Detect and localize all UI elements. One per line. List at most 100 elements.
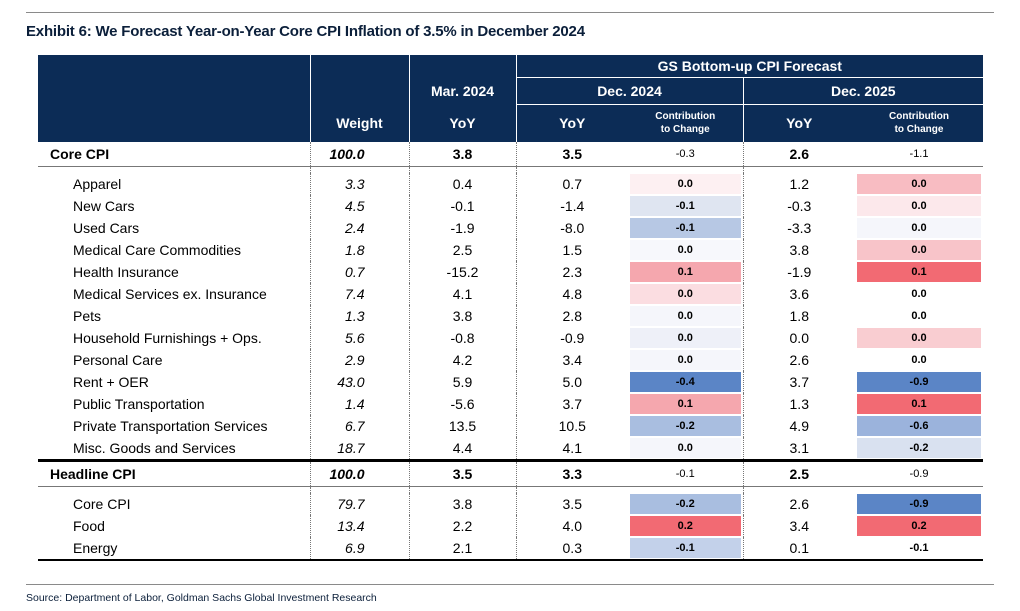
row-name: Energy [38, 537, 310, 561]
row-name: Misc. Goods and Services [38, 437, 310, 461]
table-row: Medical Services ex. Insurance 7.4 4.1 4.8 0… [38, 283, 983, 305]
row-weight: 2.9 [309, 349, 409, 371]
row-dec25-yoy: 1.3 [742, 393, 855, 415]
row-dec25-contribution: 0.1 [855, 261, 983, 283]
header-yoy-mar: YoY [408, 104, 516, 142]
row-mar-yoy: -0.1 [408, 195, 516, 217]
contribution-line2: to Change [660, 124, 710, 136]
row-dec24-contribution: -0.2 [628, 493, 743, 515]
row-dec24-contribution-value: -0.2 [630, 494, 741, 514]
bottom-rule [26, 584, 994, 585]
row-dec25-contribution-value: -0.6 [857, 416, 982, 436]
header-blank-2 [38, 77, 310, 104]
header-dec-2025: Dec. 2025 [742, 77, 984, 105]
row-dec25-contribution: -0.9 [855, 493, 983, 515]
row-mar-yoy: 2.5 [408, 239, 516, 261]
table-row: Pets 1.3 3.8 2.8 0.0 1.8 0.0 [38, 305, 983, 327]
row-weight: 1.4 [309, 393, 409, 415]
header-blank-weight [309, 55, 409, 77]
row-weight: 79.7 [309, 493, 409, 515]
row-dec24-contribution-value: -0.4 [630, 372, 741, 392]
row-dec25-contribution: 0.0 [855, 349, 983, 371]
row-dec25-contribution: -0.6 [855, 415, 983, 437]
row-dec24-yoy: 4.0 [515, 515, 628, 537]
row-name: Used Cars [73, 220, 140, 236]
row-dec25-contribution-value: 0.0 [857, 350, 982, 370]
row-weight: 5.6 [309, 327, 409, 349]
row-dec24-contribution: 0.0 [628, 283, 743, 305]
row-name: Medical Services ex. Insurance [73, 286, 267, 302]
row-weight: 100.0 [309, 459, 409, 487]
row-dec24-contribution-value: -0.1 [630, 196, 741, 216]
row-dec24-contribution: 0.0 [628, 173, 743, 195]
row-dec24-contribution: 0.0 [628, 305, 743, 327]
row-weight: 1.8 [309, 239, 409, 261]
row-dec24-contribution-value: 0.1 [630, 394, 741, 414]
row-mar-yoy: 2.1 [408, 537, 516, 561]
contribution-line1: Contribution [889, 111, 950, 123]
cpi-forecast-table: GS Bottom-up CPI Forecast Mar. 2024 Dec.… [38, 55, 984, 561]
row-weight: 4.5 [309, 195, 409, 217]
row-name: Public Transportation [73, 396, 205, 412]
row-dec25-yoy: -0.3 [742, 195, 855, 217]
row-dec24-contribution: 0.1 [628, 261, 743, 283]
spacer-cell [515, 166, 628, 173]
row-dec25-contribution-value: -1.1 [909, 148, 929, 160]
row-dec24-yoy: -0.9 [515, 327, 628, 349]
row-weight: 100.0 [309, 142, 409, 167]
row-dec24-contribution-value: 0.0 [630, 240, 741, 260]
row-dec25-contribution: 0.1 [855, 393, 983, 415]
row-dec24-contribution-value: 0.2 [630, 516, 741, 536]
header-blank [38, 55, 310, 77]
row-dec25-yoy: 2.6 [742, 493, 855, 515]
header-weight: Weight [309, 104, 409, 142]
row-dec24-contribution: 0.1 [628, 393, 743, 415]
row-dec25-yoy: 3.8 [742, 239, 855, 261]
row-weight: 7.4 [309, 283, 409, 305]
row-dec25-contribution: 0.0 [855, 283, 983, 305]
row-dec24-yoy: 4.1 [515, 437, 628, 461]
row-dec25-contribution-value: -0.1 [857, 538, 982, 558]
table-header: GS Bottom-up CPI Forecast Mar. 2024 Dec.… [38, 55, 984, 142]
row-dec25-yoy: -1.9 [742, 261, 855, 283]
row-dec24-contribution: -0.2 [628, 415, 743, 437]
row-dec25-contribution-value: 0.0 [857, 306, 982, 326]
forecast-group-header: GS Bottom-up CPI Forecast [515, 55, 984, 78]
row-mar-yoy: 3.8 [408, 493, 516, 515]
row-dec25-contribution: -0.9 [855, 371, 983, 393]
row-weight: 2.4 [309, 217, 409, 239]
row-mar-yoy: 4.4 [408, 437, 516, 461]
row-dec25-yoy: 3.7 [742, 371, 855, 393]
row-dec24-contribution: 0.0 [628, 349, 743, 371]
row-dec25-yoy: 0.1 [742, 537, 855, 561]
exhibit-title: Exhibit 6: We Forecast Year-on-Year Core… [26, 23, 585, 40]
row-name: Apparel [73, 176, 122, 192]
table-row: Health Insurance 0.7 -15.2 2.3 0.1 -1.9 0.1 [38, 261, 983, 283]
header-blank-mar [408, 55, 516, 77]
header-contribution-dec25: Contribution to Change [855, 104, 984, 142]
table-row: Apparel 3.3 0.4 0.7 0.0 1.2 0.0 [38, 173, 983, 195]
row-dec24-yoy: 5.0 [515, 371, 628, 393]
row-dec24-yoy: -1.4 [515, 195, 628, 217]
row-dec25-contribution-value: -0.9 [857, 494, 982, 514]
row-mar-yoy: -15.2 [408, 261, 516, 283]
table-row: New Cars 4.5 -0.1 -1.4 -0.1 -0.3 0.0 [38, 195, 983, 217]
row-dec24-yoy: 3.5 [515, 142, 628, 167]
row-dec25-contribution-value: 0.0 [857, 328, 982, 348]
source-note: Source: Department of Labor, Goldman Sac… [26, 592, 377, 604]
row-weight: 13.4 [309, 515, 409, 537]
row-mar-yoy: 3.5 [408, 459, 516, 487]
top-rule [26, 12, 994, 13]
row-dec24-yoy: 0.7 [515, 173, 628, 195]
spacer-cell [515, 486, 628, 493]
cpi-forecast-table-wrapper: GS Bottom-up CPI Forecast Mar. 2024 Dec.… [38, 55, 984, 561]
row-dec25-yoy: 0.0 [742, 327, 855, 349]
row-dec24-yoy: 0.3 [515, 537, 628, 561]
spacer-cell [408, 486, 516, 493]
row-mar-yoy: 3.8 [408, 142, 516, 167]
row-name: Medical Care Commodities [73, 242, 242, 258]
row-dec24-contribution: -0.1 [628, 195, 743, 217]
row-dec25-contribution-value: 0.0 [857, 218, 982, 238]
spacer-cell [309, 166, 409, 173]
row-dec25-contribution: 0.0 [855, 195, 983, 217]
